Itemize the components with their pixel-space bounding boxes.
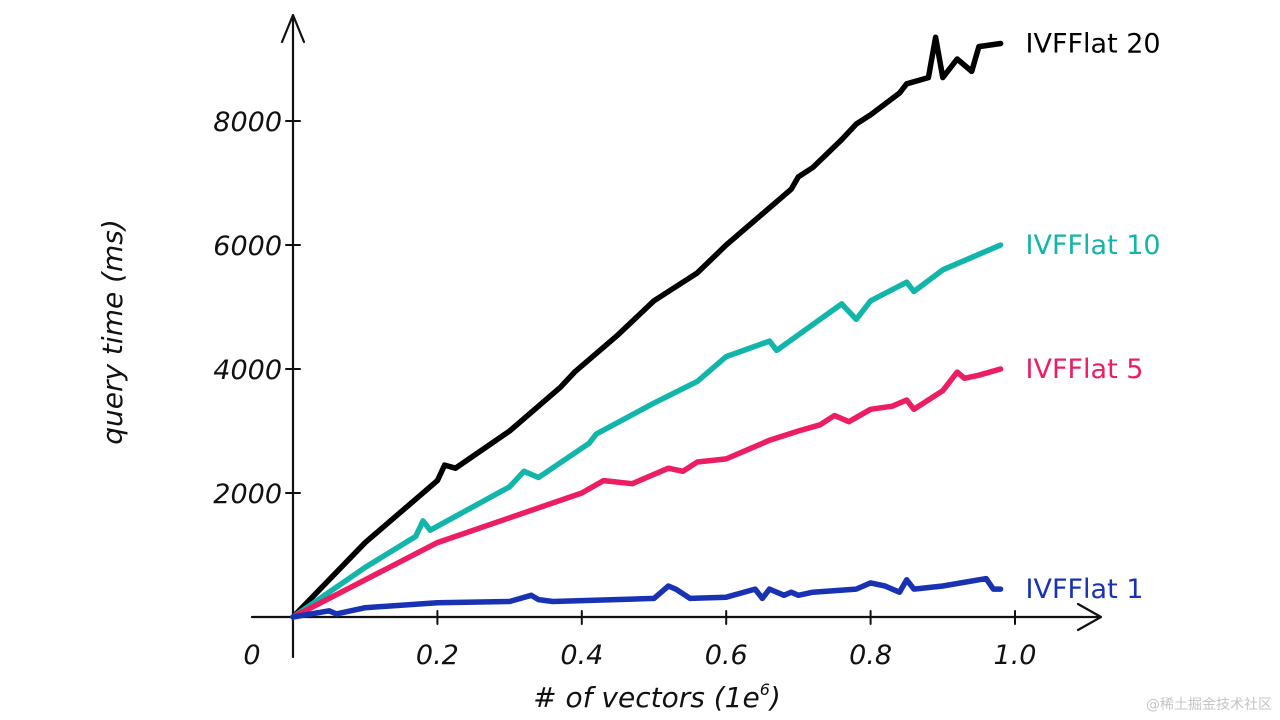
series-label-3: IVFFlat 5 bbox=[1026, 354, 1144, 385]
series-line-4 bbox=[290, 575, 1004, 620]
series-label-1: IVFFlat 20 bbox=[1026, 29, 1161, 60]
series-label-2: IVFFlat 10 bbox=[1026, 230, 1161, 261]
y-tick-label: 2000 bbox=[213, 479, 282, 510]
axes bbox=[250, 13, 1103, 659]
y-tick-label: 8000 bbox=[213, 107, 282, 138]
x-axis-title-main: # of vectors (1e bbox=[533, 681, 760, 714]
series-label-4: IVFFlat 1 bbox=[1026, 574, 1144, 605]
series-layer bbox=[290, 34, 1004, 620]
x-tick-label: 0.4 bbox=[560, 640, 603, 671]
y-axis-title: query time (ms) bbox=[96, 219, 129, 445]
x-axis-title-close: ) bbox=[768, 681, 781, 714]
origin-label: 0 bbox=[243, 640, 260, 671]
x-axis-title: # of vectors (1e6) bbox=[533, 680, 781, 714]
x-tick-label: 1.0 bbox=[994, 640, 1037, 671]
x-axis-arrow bbox=[1076, 602, 1103, 632]
x-tick-label: 0.6 bbox=[705, 640, 748, 671]
y-tick-label: 6000 bbox=[213, 231, 282, 262]
y-tick-label: 4000 bbox=[213, 355, 282, 386]
labels-layer: 0 query time (ms) # of vectors (1e6) 0.2… bbox=[96, 29, 1161, 715]
watermark: @稀土掘金技术社区 bbox=[1146, 697, 1272, 713]
series-line-2 bbox=[290, 242, 1004, 620]
series-line-1 bbox=[290, 34, 1004, 620]
y-axis-arrow bbox=[280, 13, 306, 44]
x-tick-label: 0.2 bbox=[416, 640, 459, 671]
x-tick-label: 0.8 bbox=[849, 640, 892, 671]
x-axis-title-superscript: 6 bbox=[760, 680, 770, 699]
series-line-3 bbox=[290, 366, 1004, 620]
